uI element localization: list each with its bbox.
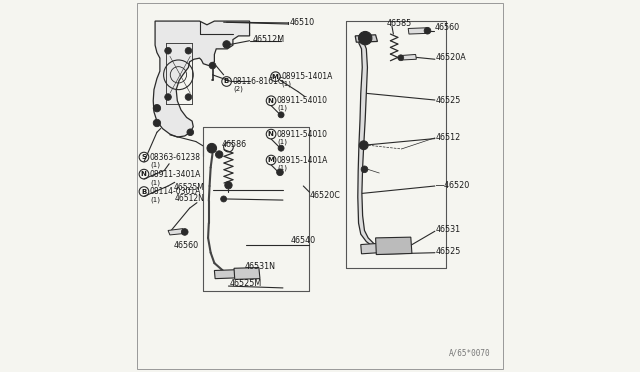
Circle shape <box>221 196 227 202</box>
Circle shape <box>164 47 172 54</box>
Polygon shape <box>214 270 236 279</box>
Circle shape <box>153 105 161 112</box>
Text: 46531N: 46531N <box>244 262 275 271</box>
Circle shape <box>187 129 194 136</box>
Text: (1): (1) <box>277 164 287 171</box>
Polygon shape <box>355 35 378 42</box>
Text: B: B <box>141 189 146 195</box>
Text: N: N <box>268 131 274 137</box>
Polygon shape <box>401 54 417 60</box>
Circle shape <box>164 94 172 100</box>
Text: 46512: 46512 <box>436 132 461 142</box>
Text: 46586: 46586 <box>222 140 247 149</box>
Circle shape <box>209 62 216 69</box>
Text: ―46520: ―46520 <box>436 181 469 190</box>
Polygon shape <box>168 229 185 235</box>
Text: (2): (2) <box>233 86 243 92</box>
Text: 46531: 46531 <box>436 225 461 234</box>
Text: 08911-54010: 08911-54010 <box>276 96 328 105</box>
Text: 46520A: 46520A <box>436 53 467 62</box>
Text: 46525M: 46525M <box>229 279 262 288</box>
Text: 46560: 46560 <box>435 23 460 32</box>
Text: 46585: 46585 <box>387 19 412 28</box>
Text: 46525: 46525 <box>436 96 461 105</box>
Text: 46560: 46560 <box>173 241 199 250</box>
Text: 08363-61238: 08363-61238 <box>150 153 200 161</box>
Circle shape <box>362 35 369 41</box>
Circle shape <box>181 229 188 235</box>
Circle shape <box>153 119 161 127</box>
Text: (1): (1) <box>282 81 292 87</box>
Text: (1): (1) <box>150 179 160 186</box>
Text: S: S <box>141 154 146 160</box>
Circle shape <box>358 32 372 45</box>
Polygon shape <box>234 267 260 279</box>
Text: N: N <box>268 98 274 104</box>
Text: N: N <box>141 171 147 177</box>
Circle shape <box>424 28 431 34</box>
Circle shape <box>361 166 368 173</box>
Text: 46525: 46525 <box>436 247 461 256</box>
Circle shape <box>207 143 216 153</box>
Text: 08116-8161G: 08116-8161G <box>232 77 284 86</box>
Circle shape <box>216 151 223 158</box>
Text: (1): (1) <box>150 196 160 203</box>
Circle shape <box>209 145 214 151</box>
Text: 08114-0301A: 08114-0301A <box>150 187 201 196</box>
Text: 46525M: 46525M <box>173 183 204 192</box>
Circle shape <box>223 41 230 48</box>
Text: A/65*0070: A/65*0070 <box>449 348 490 357</box>
Polygon shape <box>408 28 429 34</box>
Text: 08911-54010: 08911-54010 <box>276 129 328 139</box>
Text: 08915-1401A: 08915-1401A <box>276 155 328 164</box>
Text: 46510: 46510 <box>290 19 315 28</box>
Text: (1): (1) <box>277 138 287 145</box>
Polygon shape <box>376 237 412 254</box>
Circle shape <box>276 169 284 176</box>
Text: 08915-1401A: 08915-1401A <box>281 72 332 81</box>
Text: 46520C: 46520C <box>310 191 341 200</box>
Polygon shape <box>358 42 381 250</box>
Text: M: M <box>268 157 274 163</box>
Circle shape <box>398 55 404 61</box>
Text: (1): (1) <box>150 161 160 168</box>
Polygon shape <box>153 21 250 137</box>
Circle shape <box>362 143 366 147</box>
Circle shape <box>185 94 192 100</box>
Text: 46512M: 46512M <box>253 35 285 44</box>
Circle shape <box>225 182 232 189</box>
Polygon shape <box>361 243 378 254</box>
Circle shape <box>278 145 284 151</box>
Text: 08911-3401A: 08911-3401A <box>150 170 201 179</box>
Text: 46540: 46540 <box>291 236 316 246</box>
Text: B: B <box>223 78 229 84</box>
Text: M: M <box>272 74 278 80</box>
Circle shape <box>359 141 368 150</box>
Circle shape <box>185 47 192 54</box>
Text: (1): (1) <box>277 105 287 112</box>
Circle shape <box>278 112 284 118</box>
Text: 46512N: 46512N <box>175 195 204 203</box>
